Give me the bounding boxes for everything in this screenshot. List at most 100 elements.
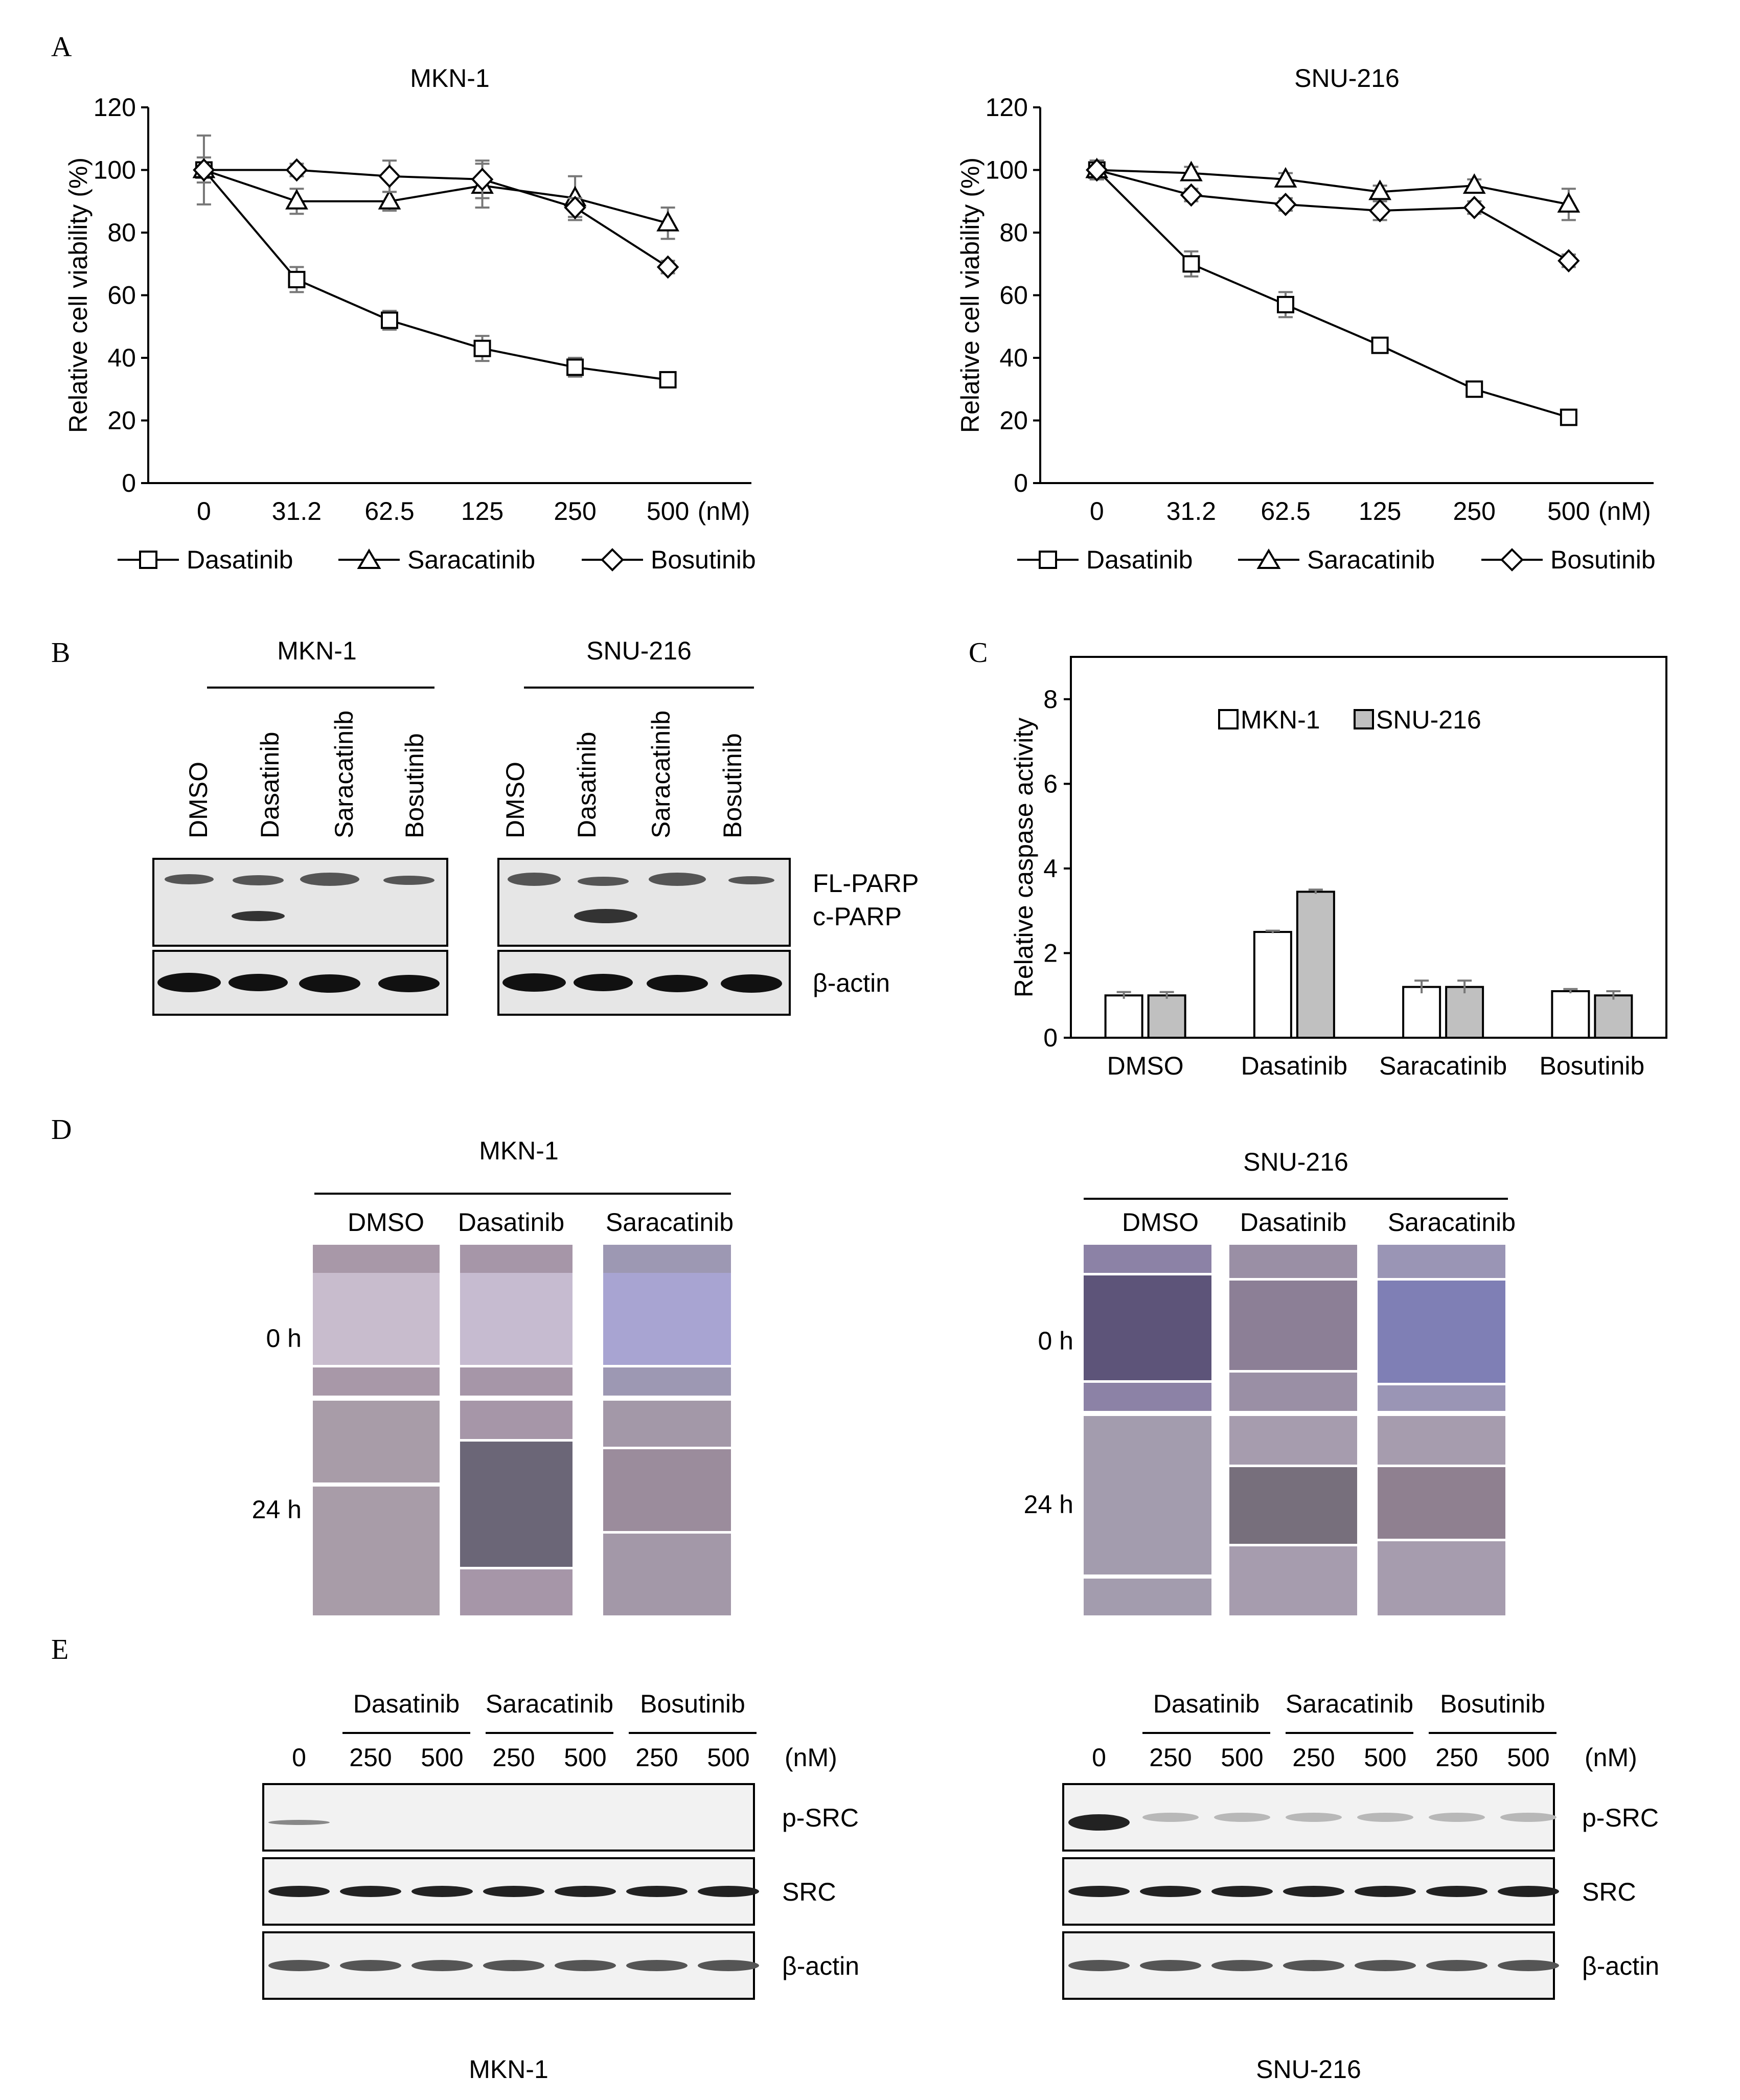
y-tick-label: 60: [999, 281, 1028, 310]
viability-chart-mkn1: MKN-1 0 20 40 60 80 100 120 0 31.2 62.5 125 250 500 (n…: [64, 64, 751, 526]
panel-letter-c: C: [969, 637, 988, 669]
dose-label: 500: [1221, 1743, 1263, 1772]
data-point-bosutinib: [285, 158, 308, 182]
blot-b-label-flparp: FL-PARP: [813, 869, 919, 898]
data-point-dasatinib: [473, 339, 491, 357]
data-point-bosutinib: [1274, 192, 1297, 216]
blot-e-row-label: β-actin: [1582, 1952, 1659, 1980]
panel-b: MKN-1 SNU-216 DMSO Dasatinib Saracatinib…: [152, 636, 919, 1016]
dose-label: 500: [707, 1743, 749, 1772]
panel-d: MKN-1 DMSO Dasatinib Saracatinib 0 h 24 …: [252, 1136, 1516, 1615]
data-point-saracatinib: [1557, 192, 1581, 213]
blot-b-lane-dmso: DMSO: [184, 762, 213, 838]
x-tick-label: Bosutinib: [1540, 1052, 1645, 1080]
series-line-dasatinib: [203, 169, 668, 381]
legend-marker-triangle: [357, 549, 381, 569]
blot-b-parp-snu216: [497, 858, 791, 947]
data-point-dasatinib: [288, 270, 306, 288]
series-line-saracatinib: [203, 169, 669, 224]
dose-label: 250: [1435, 1743, 1478, 1772]
y-tick-label: 80: [107, 218, 136, 247]
dose-label: 500: [564, 1743, 606, 1772]
data-point-dasatinib: [659, 371, 677, 389]
wound-row-24h-2: 24 h: [1024, 1490, 1073, 1519]
legend-label: MKN-1: [1241, 705, 1320, 734]
dose-label: 500: [1364, 1743, 1406, 1772]
data-point-bosutinib: [1086, 158, 1108, 182]
drug-header: Bosutinib: [1440, 1690, 1545, 1718]
legend-bosutinib: Bosutinib: [651, 545, 756, 574]
y-axis-label: Relative cell viability (%): [956, 157, 985, 433]
blot-e-cell-line: SNU-216: [1256, 2055, 1361, 2084]
data-point-dasatinib: [1277, 295, 1294, 313]
data-point-dasatinib: [1371, 336, 1389, 354]
bar-mkn-1: [1402, 986, 1441, 1039]
x-tick-label: 250: [554, 497, 596, 526]
x-tick-label: 500: [1547, 497, 1590, 526]
data-point-bosutinib: [1368, 199, 1391, 223]
blot-b-label-actin: β-actin: [813, 969, 890, 997]
blot-b-lane-dasatinib: Dasatinib: [256, 732, 284, 838]
y-tick-label: 8: [1043, 685, 1058, 714]
x-tick-label: Saracatinib: [1379, 1052, 1507, 1080]
dose-label: 250: [349, 1743, 392, 1772]
dose-label: 0: [1092, 1743, 1106, 1772]
x-unit-label: (nM): [1598, 497, 1651, 526]
y-tick-label: 2: [1043, 939, 1058, 967]
viability-chart-snu216: SNU-216 0 20 40 60 80 100 120 0 31.2 62.5 125 250 500…: [956, 64, 1654, 526]
y-tick-label: 6: [1043, 769, 1058, 798]
y-tick-label: 20: [107, 406, 136, 435]
blot-b-lane-saracatinib: Saracatinib: [330, 711, 358, 838]
dose-label: 250: [635, 1743, 678, 1772]
y-tick-label: 0: [1043, 1023, 1058, 1052]
data-point-dasatinib: [1560, 408, 1577, 426]
y-axis-label: Relative caspase activity: [1010, 718, 1038, 997]
blot-b-cell-mkn1: MKN-1: [277, 636, 357, 665]
legend-bosutinib-2: Bosutinib: [1550, 545, 1656, 574]
drug-header: Dasatinib: [1153, 1690, 1260, 1718]
blot-b-lane-saracatinib-2: Saracatinib: [647, 711, 675, 838]
data-point-bosutinib: [378, 164, 401, 188]
series-line-bosutinib: [1096, 169, 1569, 262]
series-line-saracatinib: [1096, 169, 1569, 206]
panel-e: Dasatinib Saracatinib Bosutinib 0 250 500 250 5…: [262, 1690, 1659, 2084]
x-tick-label: 0: [1090, 497, 1104, 526]
data-point-saracatinib: [1462, 173, 1486, 194]
blot-b-label-cparp: c-PARP: [813, 902, 902, 931]
wound-col-dasatinib: Dasatinib: [458, 1208, 564, 1237]
data-point-saracatinib: [1179, 161, 1203, 181]
blot-e-row-label: p-SRC: [1582, 1804, 1659, 1832]
bar-mkn-1: [1104, 994, 1143, 1039]
x-tick-label: 250: [1453, 497, 1496, 526]
data-point-dasatinib: [1466, 380, 1483, 398]
data-point-bosutinib: [1558, 249, 1580, 273]
panel-letter-d: D: [51, 1114, 72, 1146]
panel-letter-e: E: [51, 1634, 68, 1665]
wound-images-snu216: [1084, 1245, 1505, 1615]
data-point-bosutinib: [564, 196, 586, 219]
blot-b-lane-dasatinib-2: Dasatinib: [573, 732, 601, 838]
drug-header: Saracatinib: [486, 1690, 613, 1718]
blot-e-box: [262, 1783, 755, 1852]
y-tick-label: 80: [999, 218, 1028, 247]
legend-marker-diamond: [601, 548, 624, 572]
dose-label: 500: [421, 1743, 463, 1772]
series-line-dasatinib: [1096, 169, 1569, 419]
bar-snu-216: [1445, 986, 1484, 1039]
blot-e-row-label: β-actin: [782, 1952, 859, 1980]
y-tick-label: 120: [986, 93, 1028, 122]
blot-e-row-label: SRC: [1582, 1878, 1636, 1906]
y-tick-label: 40: [999, 344, 1028, 372]
blot-b-lane-bosutinib-2: Bosutinib: [718, 733, 747, 838]
wound-cell-mkn1: MKN-1: [479, 1136, 559, 1165]
y-tick-label: 4: [1043, 854, 1058, 883]
blot-b-lane-dmso-2: DMSO: [501, 762, 530, 838]
data-point-bosutinib: [193, 158, 215, 182]
blot-b-parp-mkn1: [152, 858, 448, 947]
series-line-bosutinib: [203, 169, 669, 268]
blot-b-lane-bosutinib: Bosutinib: [400, 733, 429, 838]
x-tick-label: 31.2: [1166, 497, 1216, 526]
dose-label: 0: [292, 1743, 306, 1772]
legend-dasatinib-2: Dasatinib: [1086, 545, 1193, 574]
